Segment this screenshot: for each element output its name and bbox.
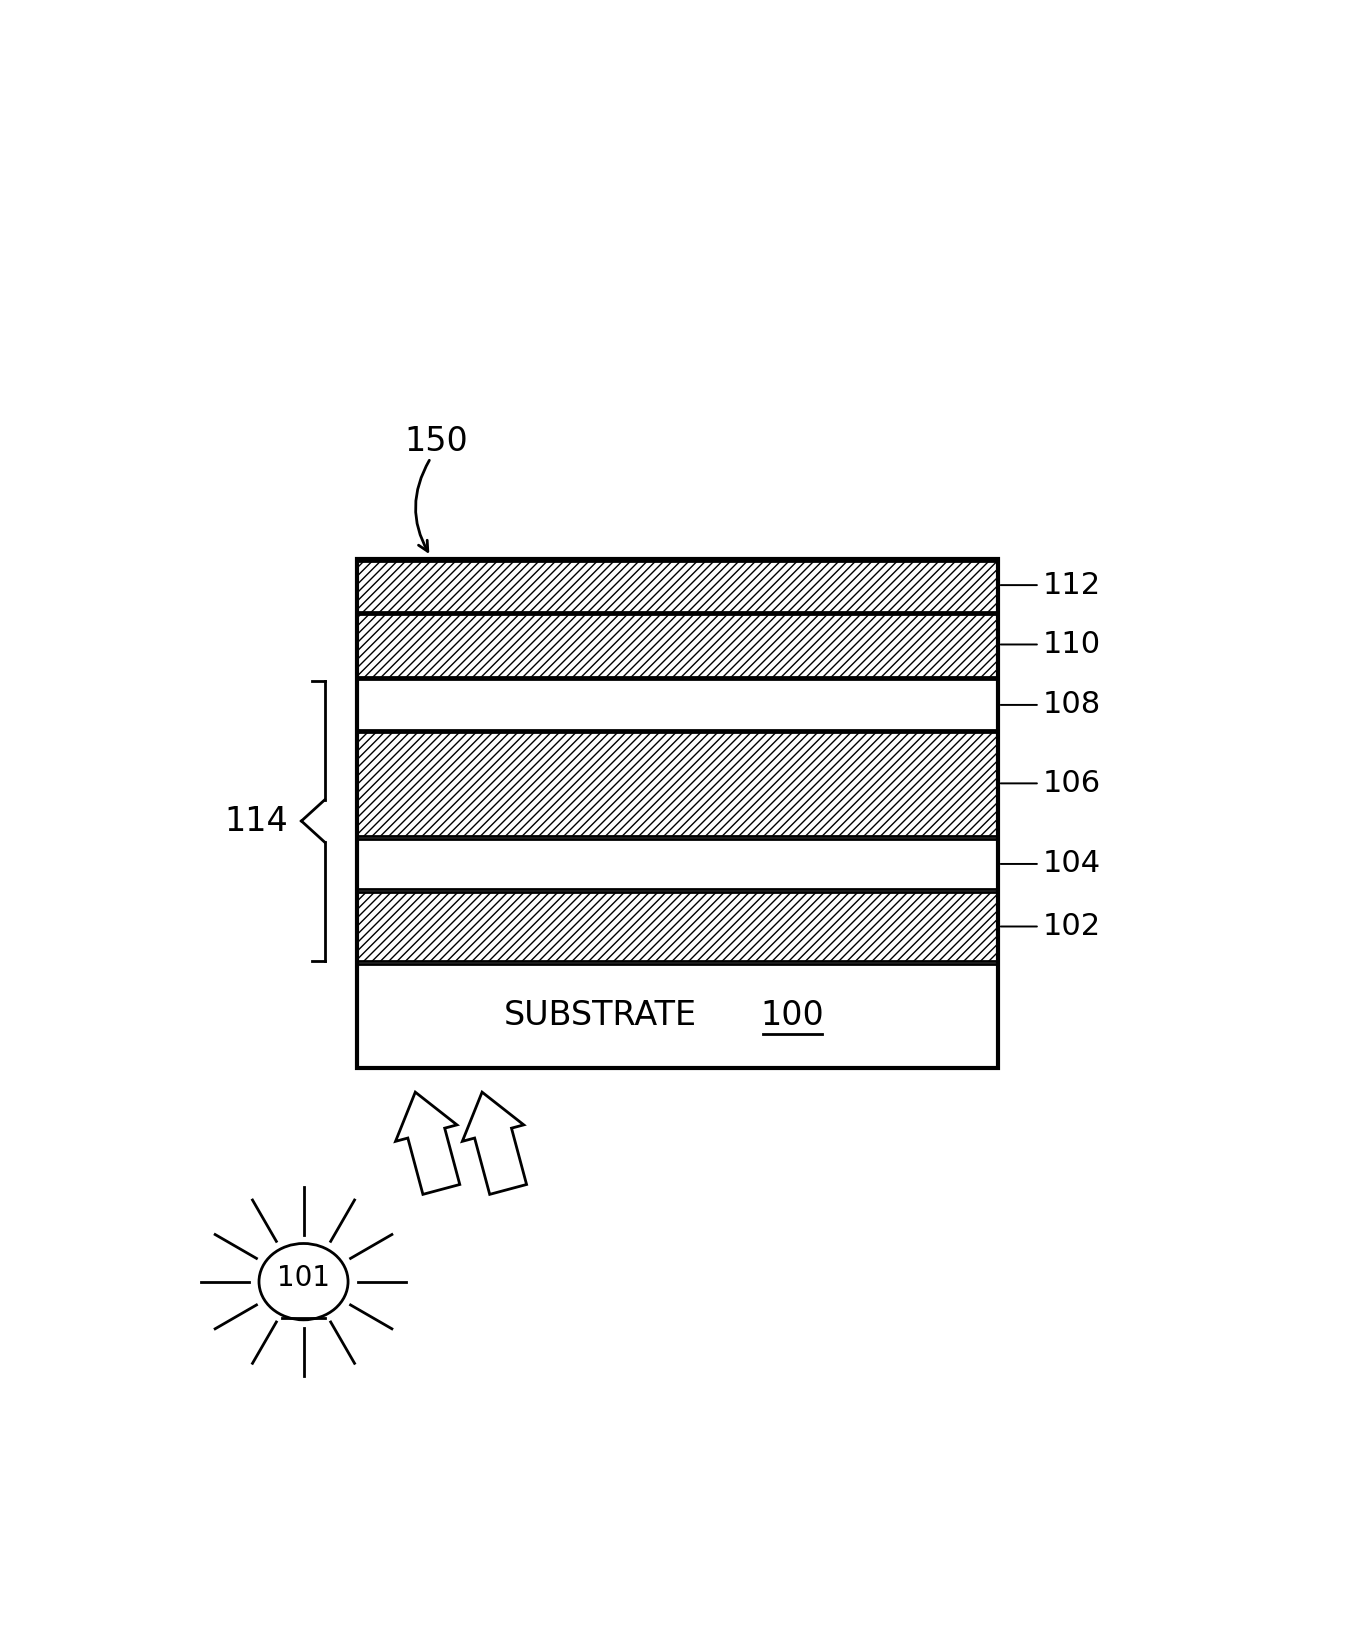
Bar [357, 560, 997, 611]
Text: 108: 108 [1001, 691, 1101, 719]
Polygon shape [462, 1092, 527, 1194]
Bar [357, 732, 997, 836]
Text: 114: 114 [224, 805, 287, 838]
Ellipse shape [259, 1244, 347, 1320]
Polygon shape [395, 1092, 460, 1194]
Text: 104: 104 [1001, 849, 1101, 879]
Bar [357, 963, 997, 1067]
Bar [357, 558, 997, 1067]
Text: 100: 100 [761, 999, 825, 1032]
Text: 110: 110 [1001, 629, 1101, 659]
Text: 150: 150 [405, 426, 468, 459]
Text: 101: 101 [278, 1264, 330, 1292]
Text: SUBSTRATE: SUBSTRATE [503, 999, 696, 1032]
Text: 102: 102 [1001, 912, 1101, 942]
Bar [357, 679, 997, 730]
Bar [357, 615, 997, 677]
Text: 106: 106 [1001, 768, 1101, 798]
Bar [357, 839, 997, 889]
Text: 112: 112 [1001, 570, 1101, 600]
Bar [357, 892, 997, 961]
